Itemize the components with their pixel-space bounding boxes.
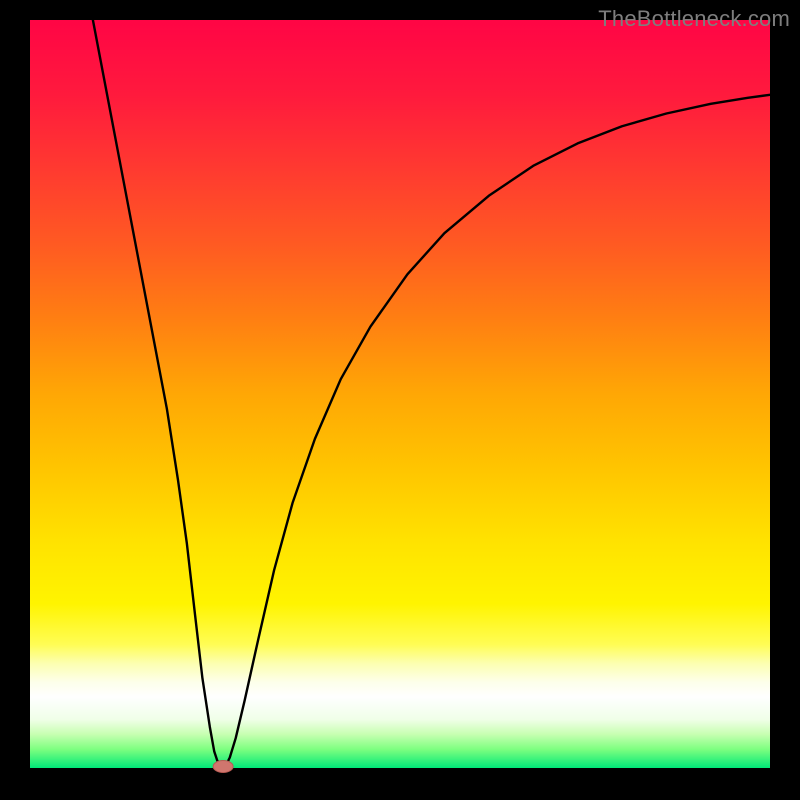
plot-background bbox=[30, 20, 770, 768]
minimum-marker bbox=[213, 761, 233, 773]
chart-stage: TheBottleneck.com bbox=[0, 0, 800, 800]
source-watermark: TheBottleneck.com bbox=[598, 6, 790, 32]
gradient-curve-plot bbox=[0, 0, 800, 800]
